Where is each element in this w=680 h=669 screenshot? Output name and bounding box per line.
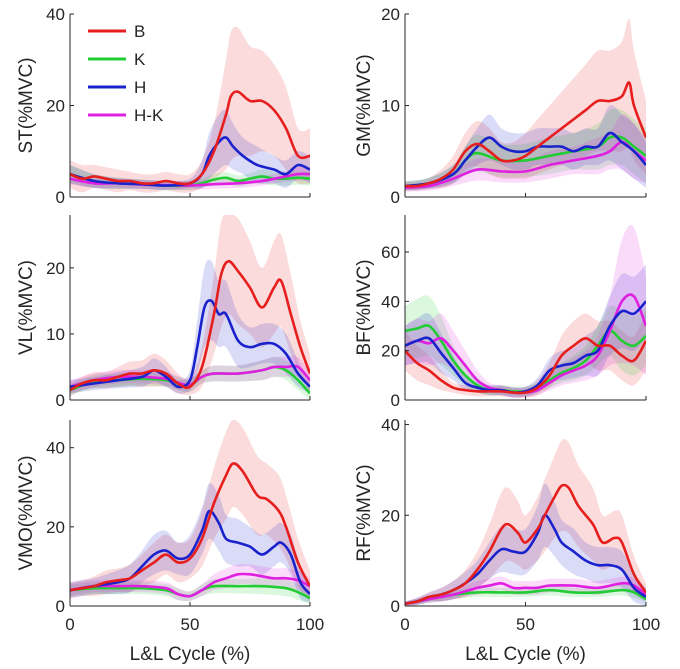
y-tick-label: 0 xyxy=(56,391,65,410)
y-tick-label: 20 xyxy=(46,97,65,116)
band-k-vmo xyxy=(70,578,310,605)
y-axis-label: GM(%MVC) xyxy=(354,54,375,156)
band-h-vmo xyxy=(70,483,310,603)
band-k-gm xyxy=(405,108,646,191)
series-line-hk-vmo xyxy=(70,572,310,598)
y-axis-label: ST(%MVC) xyxy=(16,57,37,153)
y-tick-label: 40 xyxy=(46,439,65,458)
band-h-rf xyxy=(405,483,646,606)
x-axis-label: L&L Cycle (%) xyxy=(130,644,251,665)
band-k-vl xyxy=(70,357,310,400)
panel-rf: 0 20 40 0 50 100 RF(%MVC) L&L Cycle (%) xyxy=(354,416,660,665)
y-tick-label: 60 xyxy=(381,243,400,262)
band-h-st xyxy=(70,109,310,191)
series-line-b-st xyxy=(70,90,310,186)
x-tick-label: 50 xyxy=(516,615,535,634)
plot-area-bf xyxy=(405,225,646,398)
band-k-bf xyxy=(405,295,646,397)
y-tick-label: 40 xyxy=(381,292,400,311)
series-line-hk-vl xyxy=(70,364,310,389)
legend: BKH H-K xyxy=(88,22,164,125)
x-tick-label: 50 xyxy=(181,615,200,634)
panel-st: 0 20 40 ST(%MVC) xyxy=(16,5,311,207)
plot-area-gm xyxy=(405,18,646,192)
y-tick-label: 20 xyxy=(46,518,65,537)
panel-vl: 0 10 20 VL(%MVC) xyxy=(16,215,311,410)
y-axis-label: VL(%MVC) xyxy=(16,260,37,355)
y-tick-label: 20 xyxy=(381,5,400,24)
band-b-vl xyxy=(70,215,310,397)
legend-label-hk: H-K xyxy=(134,106,164,125)
y-tick-label: 20 xyxy=(46,259,65,278)
y-axis-label: VMO(%MVC) xyxy=(16,455,37,570)
series-line-h-vl xyxy=(70,299,310,389)
y-tick-label: 10 xyxy=(46,325,65,344)
series-line-h-st xyxy=(70,136,310,187)
plot-area-vl xyxy=(70,215,310,400)
panel-gm: 0 10 20 GM(%MVC) xyxy=(354,5,647,207)
panel-bf: 0 20 40 60 BF(%MVC) xyxy=(354,215,647,410)
y-tick-label: 0 xyxy=(56,597,65,616)
band-hk-rf xyxy=(405,576,646,606)
x-axis-label: L&L Cycle (%) xyxy=(465,644,586,665)
plot-area-vmo xyxy=(70,420,310,605)
y-tick-label: 0 xyxy=(391,188,400,207)
y-axis-label: BF(%MVC) xyxy=(354,259,375,355)
series-line-b-gm xyxy=(405,81,646,188)
band-b-vmo xyxy=(70,420,310,603)
x-tick-label: 100 xyxy=(296,615,324,634)
plot-area-st xyxy=(70,26,310,193)
legend-label-h: H xyxy=(134,78,146,97)
y-tick-label: 20 xyxy=(381,506,400,525)
series-line-b-vl xyxy=(70,259,310,392)
series-line-b-rf xyxy=(405,483,646,606)
series-line-b-bf xyxy=(405,337,646,395)
legend-label-k: K xyxy=(134,50,146,69)
y-tick-label: 20 xyxy=(381,342,400,361)
y-tick-label: 10 xyxy=(381,97,400,116)
series-line-h-vmo xyxy=(70,509,310,596)
panel-vmo: 0 20 40 0 50 100 VMO(%MVC) L&L Cycle (%) xyxy=(16,420,324,665)
band-h-vl xyxy=(70,259,310,394)
plot-area-rf xyxy=(405,439,646,606)
y-axis-label: RF(%MVC) xyxy=(354,464,375,561)
series-line-b-vmo xyxy=(70,462,310,592)
band-hk-vl xyxy=(70,355,310,394)
x-tick-label: 0 xyxy=(65,615,74,634)
band-k-rf xyxy=(405,584,646,606)
x-tick-label: 0 xyxy=(400,615,409,634)
y-tick-label: 0 xyxy=(56,188,65,207)
series-line-hk-rf xyxy=(405,581,646,606)
y-tick-label: 0 xyxy=(391,391,400,410)
band-b-st xyxy=(70,26,310,193)
y-tick-label: 40 xyxy=(381,416,400,435)
band-b-rf xyxy=(405,439,646,606)
y-tick-label: 0 xyxy=(391,597,400,616)
x-tick-label: 100 xyxy=(632,615,660,634)
legend-label-b: B xyxy=(134,22,145,41)
band-b-bf xyxy=(405,311,646,398)
y-tick-label: 40 xyxy=(46,5,65,24)
band-h-gm xyxy=(405,105,646,191)
